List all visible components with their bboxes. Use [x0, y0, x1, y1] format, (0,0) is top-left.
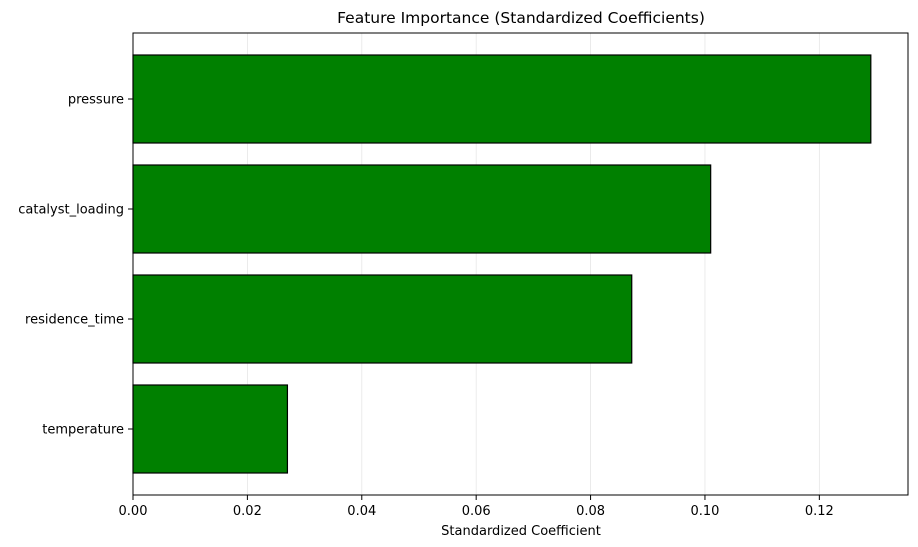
y-tick-label-residence_time: residence_time — [25, 313, 124, 328]
x-tick-label: 0.08 — [576, 504, 605, 519]
x-tick-label: 0.10 — [690, 504, 719, 519]
bar-pressure — [132, 54, 872, 144]
x-tick-label: 0.04 — [347, 504, 376, 519]
x-tick-label: 0.00 — [119, 504, 148, 519]
bar-residence_time — [132, 274, 633, 364]
bar-catalyst_loading — [132, 164, 712, 254]
x-tick-label: 0.06 — [462, 504, 491, 519]
y-tick-label-pressure: pressure — [68, 93, 124, 108]
x-tick-label: 0.12 — [805, 504, 834, 519]
x-axis-label: Standardized Coefficient — [441, 524, 601, 539]
plot-frame — [132, 32, 909, 496]
y-tick-label-temperature: temperature — [42, 423, 124, 438]
y-tick-label-catalyst_loading: catalyst_loading — [18, 203, 124, 218]
axes-layer — [132, 32, 909, 496]
bar-temperature — [132, 384, 289, 474]
ticks-layer: 0.00 0.02 0.04 0.06 0.08 0.10 0.12 temperature r… — [18, 93, 834, 520]
bars-layer — [132, 54, 872, 474]
x-tick-label: 0.02 — [233, 504, 262, 519]
chart-title: Feature Importance (Standardized Coeffic… — [337, 9, 705, 27]
